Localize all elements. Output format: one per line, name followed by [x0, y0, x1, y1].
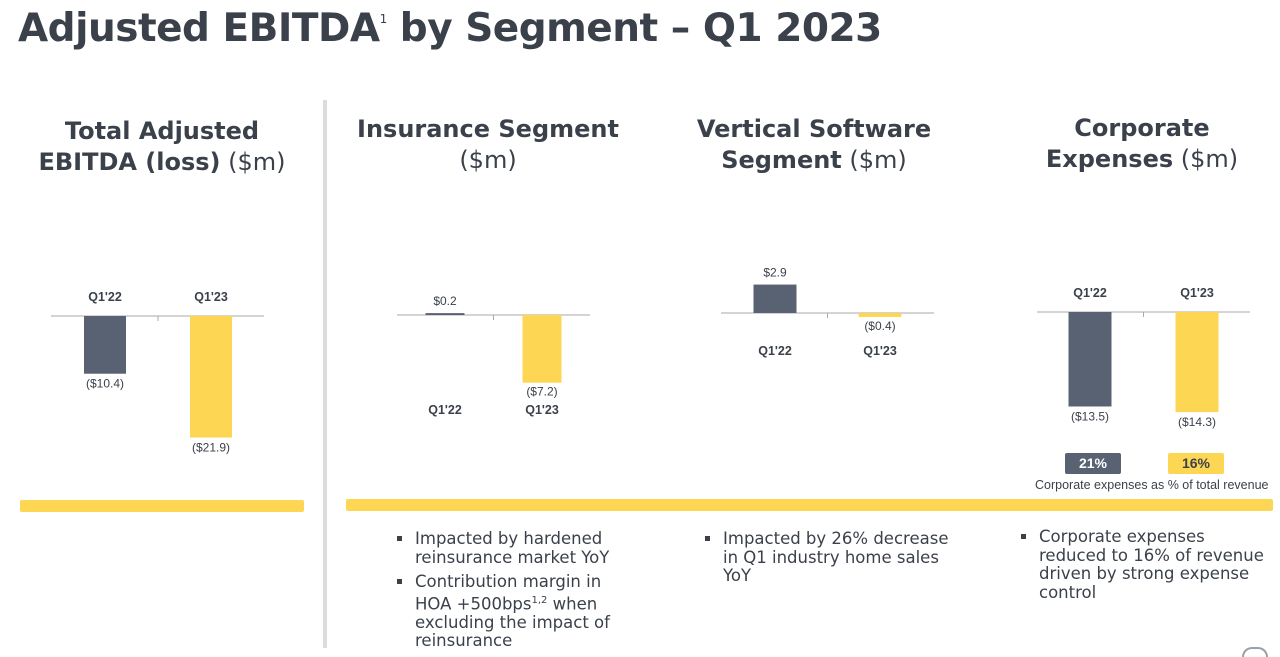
page-title: Adjusted EBITDA1 by Segment – Q1 2023	[18, 6, 882, 51]
chart-0-category-label-1: Q1'23	[194, 290, 228, 304]
chart-1-value-label-0: $0.2	[433, 294, 457, 308]
software-panel-title: Vertical Software Segment ($m)	[672, 114, 956, 176]
software-bullets: Impacted by 26% decrease in Q1 industry …	[705, 529, 960, 592]
chart-2-bar-0	[753, 284, 797, 313]
insurance-title-unit: ($m)	[459, 146, 517, 174]
insurance-bullet-2: Contribution margin in HOA +500bps1,2 wh…	[397, 572, 637, 651]
chart-0-bar-1	[190, 316, 232, 438]
total-title-line1: Total Adjusted	[64, 117, 260, 145]
chart-1-category-label-0: Q1'22	[428, 403, 462, 417]
chart-0-value-label-0: ($10.4)	[86, 377, 124, 391]
chart-0-value-label-1: ($21.9)	[192, 441, 230, 455]
chart-2-category-label-1: Q1'23	[863, 344, 897, 358]
chart-0-bar-0	[84, 316, 126, 374]
chart-1-bar-0	[425, 313, 465, 315]
panel-divider	[323, 100, 327, 648]
software-bullet-1: Impacted by 26% decrease in Q1 industry …	[705, 529, 960, 586]
chart-2-value-label-0: $2.9	[763, 266, 787, 280]
corporate-pct-caption: Corporate expenses as % of total revenue	[1035, 478, 1269, 492]
insurance-title-line1: Insurance Segment	[357, 115, 619, 143]
chart-1-value-label-1: ($7.2)	[526, 385, 557, 399]
chart-3-value-label-0: ($13.5)	[1071, 410, 1109, 424]
total-band	[20, 500, 304, 512]
corporate-title-line2: Expenses	[1045, 145, 1174, 173]
software-title-line2: Segment	[721, 146, 842, 174]
insurance-panel-title: Insurance Segment ($m)	[346, 114, 630, 176]
chart-3-bar-1	[1175, 312, 1219, 413]
title-rest: by Segment – Q1 2023	[386, 6, 882, 51]
title-main: Adjusted EBITDA	[18, 6, 380, 51]
total-title-unit: ($m)	[220, 148, 286, 176]
insurance-bullet-2-text-end: when excluding the impact of reinsurance	[415, 594, 610, 650]
corporate-title-unit: ($m)	[1173, 145, 1239, 173]
chart-3-category-label-1: Q1'23	[1180, 286, 1214, 300]
insurance-bullets: Impacted by hardened reinsurance market …	[397, 529, 637, 657]
corporate-bullet-1: Corporate expenses reduced to 16% of rev…	[1021, 527, 1271, 602]
chart-3-value-label-1: ($14.3)	[1178, 415, 1216, 429]
brand-logo-fragment	[1242, 647, 1268, 657]
chart-3-category-label-0: Q1'22	[1073, 286, 1107, 300]
software-title-line1: Vertical Software	[696, 115, 932, 143]
chart-1-bar-1	[522, 315, 562, 383]
chart-2-category-label-0: Q1'22	[758, 344, 792, 358]
total-panel-title: Total Adjusted EBITDA (loss) ($m)	[20, 116, 304, 178]
insurance-bullet-2-footnote: 1,2	[531, 594, 548, 606]
chart-0-category-label-0: Q1'22	[88, 290, 122, 304]
chart-3-bar-0	[1068, 312, 1112, 407]
total-title-line2: EBITDA (loss)	[38, 148, 221, 176]
corporate-title-line1: Corporate	[1074, 114, 1210, 142]
insurance-bullet-2-text: Contribution margin in HOA +500bps	[415, 572, 602, 613]
chart-2-bar-1	[858, 313, 902, 317]
corporate-bullets: Corporate expenses reduced to 16% of rev…	[1021, 527, 1271, 608]
chart-2-value-label-1: ($0.4)	[864, 319, 895, 333]
corporate-pct-q122-badge: 21%	[1065, 453, 1121, 474]
chart-1-category-label-1: Q1'23	[525, 403, 559, 417]
title-footnote: 1	[379, 12, 388, 26]
segments-band	[346, 499, 1273, 511]
corporate-panel-title: Corporate Expenses ($m)	[1000, 113, 1280, 175]
corporate-pct-q123-badge: 16%	[1168, 453, 1224, 474]
software-title-unit: ($m)	[841, 146, 907, 174]
insurance-bullet-1: Impacted by hardened reinsurance market …	[397, 529, 637, 567]
